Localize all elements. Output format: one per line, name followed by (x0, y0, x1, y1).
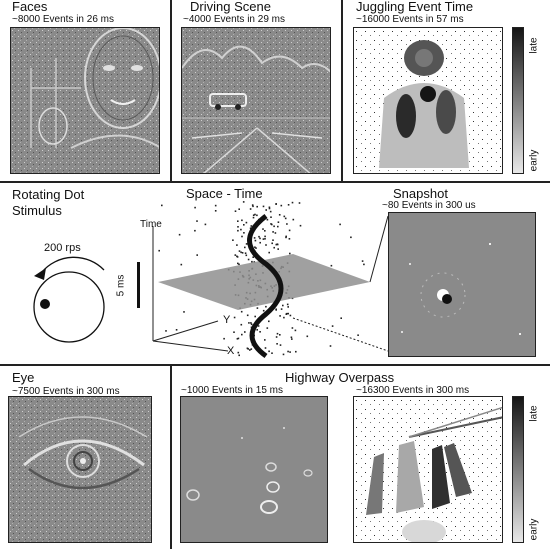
colorbar-top (512, 27, 524, 174)
eye-subtitle: ~7500 Events in 300 ms (12, 386, 120, 397)
rotation-arrow-icon (34, 268, 46, 280)
juggling-title: Juggling Event Time (356, 0, 474, 14)
top-divider (0, 181, 550, 183)
driving-event-picture (182, 28, 330, 173)
rotating-title-line2: Stimulus (12, 203, 62, 218)
top-vdivider-1 (170, 0, 172, 181)
highway-left-event-picture (186, 427, 313, 514)
driving-title: Driving Scene (190, 0, 271, 14)
highway-subtitle-left: ~1000 Events in 15 ms (181, 385, 284, 396)
spacetime-time-label: Time (140, 219, 162, 230)
snapshot-image (388, 212, 536, 357)
juggling-image (353, 27, 503, 174)
spacetime-x-label: X (227, 345, 235, 357)
snapshot-subtitle: ~80 Events in 300 us (382, 200, 476, 211)
rotating-title-line1: Rotating Dot (12, 187, 85, 202)
driving-subtitle: ~4000 Events in 29 ms (183, 14, 286, 25)
highway-subtitle-right: ~16300 Events in 300 ms (356, 385, 470, 396)
spacetime-scale-bar (137, 262, 140, 308)
dot-icon (40, 299, 50, 309)
colorbar-bottom (512, 396, 524, 543)
faces-title: Faces (12, 0, 48, 14)
eye-image (8, 396, 152, 543)
top-vdivider-2 (341, 0, 343, 181)
bottom-divider (0, 364, 550, 366)
spacetime-plot (152, 201, 388, 359)
colorbar-top-late-label: late (528, 37, 540, 54)
snapshot-title: Snapshot (393, 186, 448, 201)
juggling-subtitle: ~16000 Events in 57 ms (356, 14, 464, 25)
colorbar-bottom-early-label: early (528, 518, 540, 541)
rotating-dot-diagram (33, 256, 105, 343)
bottom-vdivider (170, 364, 172, 549)
driving-image (181, 27, 331, 174)
juggling-event-picture (354, 28, 502, 173)
eye-title: Eye (12, 370, 35, 385)
colorbar-top-early-label: early (528, 149, 540, 172)
faces-event-picture (11, 28, 159, 173)
spacetime-title: Space - Time (186, 186, 263, 201)
spacetime-y-label: Y (223, 314, 231, 326)
faces-image (10, 27, 160, 174)
faces-subtitle: ~8000 Events in 26 ms (12, 14, 115, 25)
highway-right-event-picture (354, 397, 502, 542)
eye-event-picture (9, 397, 151, 542)
rotating-rps-label: 200 rps (44, 242, 81, 254)
spacetime-scale-label: 5 ms (115, 274, 127, 297)
snapshot-event-picture (401, 243, 521, 335)
colorbar-bottom-late-label: late (528, 405, 540, 422)
highway-left-image (180, 396, 328, 543)
highway-right-image (353, 396, 503, 543)
highway-title: Highway Overpass (285, 370, 395, 385)
